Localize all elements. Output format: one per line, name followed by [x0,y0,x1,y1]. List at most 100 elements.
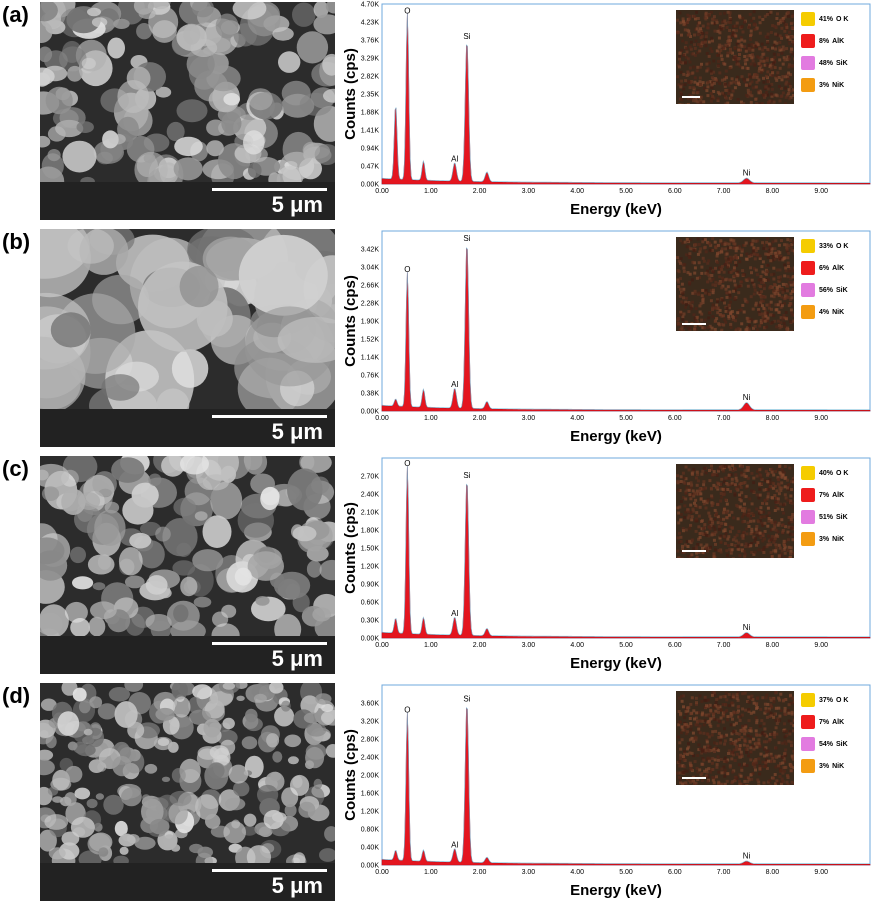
map-pixel [742,743,746,747]
map-pixel [783,551,787,555]
map-pixel [723,768,727,772]
map-pixel [679,475,683,479]
map-pixel [752,481,756,485]
map-pixel [693,76,697,80]
map-pixel [701,32,705,36]
map-pixel [786,284,789,288]
map-pixel [687,482,690,486]
map-pixel [783,740,787,744]
map-pixel [748,82,752,86]
map-pixel [702,502,706,506]
map-pixel [785,35,789,39]
map-pixel [703,745,707,749]
map-pixel [786,484,790,488]
map-pixel [728,13,732,17]
map-pixel [731,464,735,468]
map-pixel [782,769,786,773]
map-pixel [701,256,705,260]
map-pixel [749,735,753,739]
map-pixel [743,544,747,548]
sem-particle [121,787,142,807]
map-pixel [690,779,694,783]
map-pixel [763,284,767,287]
sem-particle [47,786,59,796]
map-pixel [749,253,753,257]
peak-label: Ni [743,393,751,402]
sem-particle [216,729,238,746]
map-pixel [776,256,780,259]
map-pixel [758,15,762,19]
sem-particle [243,813,257,827]
map-pixel [683,723,687,727]
map-pixel [712,552,716,556]
map-pixel [770,247,774,251]
map-pixel [785,733,789,737]
map-pixel [684,710,688,714]
map-pixel [701,551,705,554]
map-pixel [712,70,716,74]
sem-particle [238,234,328,316]
map-pixel [683,769,687,773]
map-pixel [714,542,717,546]
map-pixel [732,266,736,270]
map-pixel [702,480,706,484]
map-pixel [712,81,716,85]
map-pixel [721,492,725,496]
map-pixel [713,717,717,721]
map-pixel [752,513,756,517]
map-pixel [789,549,793,553]
map-pixel [749,266,753,270]
map-pixel [783,58,787,62]
map-pixel [700,762,704,766]
map-pixel [734,314,738,318]
y-axis-label: Counts (cps) [342,275,359,367]
map-pixel [783,493,787,497]
sem-particle [67,229,114,264]
map-pixel [781,741,785,745]
map-pixel [755,507,759,511]
map-pixel [756,253,760,257]
map-pixel [711,306,714,310]
map-pixel [786,709,790,712]
map-pixel [788,42,792,46]
map-pixel [712,525,716,529]
map-pixel [706,775,710,779]
map-pixel [698,731,702,735]
map-pixel [747,255,751,259]
map-pixel [678,51,682,55]
elemental-map [676,10,794,104]
map-pixel [761,260,765,264]
y-tick-label: 0.94K [361,146,380,153]
map-pixel [681,318,685,322]
map-pixel [727,43,731,47]
map-pixel [678,489,682,492]
map-pixel [727,476,730,480]
map-pixel [735,327,739,331]
map-pixel [790,754,794,758]
map-pixel [763,499,767,503]
map-pixel [739,485,743,489]
map-pixel [788,63,791,67]
sem-particle [246,845,271,863]
map-pixel [760,515,764,519]
map-pixel [736,98,740,101]
map-pixel [793,97,794,101]
map-pixel [737,755,741,759]
map-pixel [689,97,693,101]
map-pixel [753,63,757,67]
map-pixel [752,535,756,539]
map-pixel [791,288,794,292]
map-pixel [772,52,776,56]
spectrum-trace [381,707,870,865]
map-pixel [715,698,719,701]
map-pixel [768,715,772,718]
map-pixel [778,34,782,38]
map-pixel [738,64,742,68]
map-pixel [691,291,695,295]
map-pixel [785,26,789,30]
map-pixel [765,325,769,329]
map-pixel [683,515,687,519]
map-pixel [684,296,688,300]
map-pixel [686,516,690,520]
map-pixel [710,761,714,765]
